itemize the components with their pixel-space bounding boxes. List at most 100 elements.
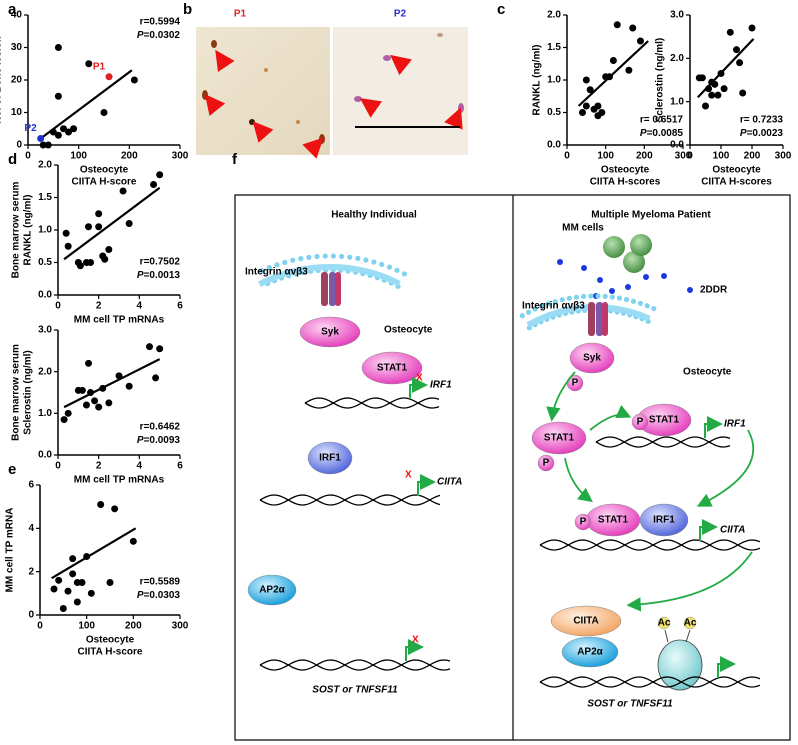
tss-arrow	[405, 639, 424, 661]
dna	[539, 676, 761, 688]
y-tick-label: 0.0	[670, 140, 684, 151]
x-tick-label: 100	[70, 151, 87, 162]
stat-p: P=0.0303	[137, 590, 181, 601]
point	[702, 102, 709, 110]
y-tick-label: 2	[28, 566, 34, 577]
point	[54, 92, 62, 100]
dna	[304, 397, 440, 409]
gene-label: CIITA	[720, 525, 745, 536]
point	[73, 579, 81, 586]
stat-r: r=0.5589	[140, 577, 181, 588]
lipid	[306, 254, 312, 260]
acetyl-label: Ac	[684, 618, 697, 629]
point-label: P1	[93, 61, 106, 72]
point	[111, 505, 119, 513]
point	[59, 125, 67, 133]
p-symbol: P	[137, 270, 144, 281]
stat1-label: STAT1	[544, 433, 575, 444]
dna	[259, 494, 441, 506]
x-tick-label: 300	[172, 621, 189, 632]
histone-tail	[664, 629, 669, 643]
point	[613, 21, 621, 29]
dna	[259, 659, 451, 671]
point	[736, 59, 744, 67]
point	[586, 86, 594, 94]
point	[101, 255, 109, 263]
y-tick-label: 1.0	[38, 408, 52, 419]
point	[95, 223, 103, 231]
point	[625, 66, 633, 74]
x-tick-label: 0	[55, 301, 61, 312]
point	[105, 73, 113, 81]
y-tick-label: 1.5	[547, 42, 561, 53]
y-tick-label: 6	[28, 480, 34, 491]
column-title: Healthy Individual	[331, 210, 417, 221]
dna	[539, 676, 761, 688]
integrin-label: Integrin αvβ3	[522, 301, 585, 312]
phospho	[537, 454, 555, 472]
y-tick-label: 1.0	[38, 225, 52, 236]
lipid	[566, 295, 572, 301]
stat-p: P=0.0013	[137, 270, 181, 281]
x-tick-label: 100	[597, 151, 614, 162]
point	[115, 372, 123, 380]
point	[705, 85, 713, 93]
micrograph-label: P1	[234, 9, 247, 20]
phospho-label: P	[580, 517, 587, 528]
stat-p: P=0.0023	[740, 128, 784, 139]
point	[91, 397, 99, 405]
lipid	[290, 257, 296, 263]
point	[60, 416, 68, 424]
x-axis-label: Osteocyte	[80, 165, 129, 176]
histone-tail	[685, 629, 691, 643]
p-value: =0.0085	[647, 128, 684, 139]
panel-label: d	[8, 151, 17, 168]
lipid	[347, 254, 353, 260]
lipid	[298, 256, 304, 262]
point	[69, 570, 77, 578]
point	[99, 384, 107, 392]
point	[55, 576, 63, 584]
phospho	[574, 513, 592, 531]
dna	[259, 494, 441, 506]
y-axis-label: Sclerostin (ng/ml)	[23, 350, 34, 434]
x-tick-label: 0	[25, 151, 31, 162]
x-axis-label: CIITA H-scores	[701, 177, 772, 188]
point	[39, 141, 47, 149]
point	[578, 109, 586, 116]
phospho-label: P	[637, 417, 644, 428]
gene-label: SOST or TNFSF11	[587, 699, 673, 710]
mm-cell	[603, 236, 625, 258]
panel-label: a	[8, 1, 17, 18]
lipid	[401, 271, 407, 277]
x-tick-label: 0	[37, 621, 43, 632]
pathway-arrow	[696, 429, 755, 507]
tss-arrow	[717, 656, 736, 678]
p-symbol: P	[137, 435, 144, 446]
p-symbol: P	[137, 590, 144, 601]
point	[636, 37, 644, 45]
y-axis-label: Sclerostin (ng/ml)	[655, 38, 666, 122]
point	[720, 85, 728, 93]
x-tick-label: 4	[137, 461, 143, 472]
point	[85, 359, 92, 367]
stat1	[361, 351, 423, 385]
lipid	[588, 293, 594, 299]
ap2-label: AP2α	[577, 647, 603, 658]
point	[87, 259, 95, 266]
x-axis-label: CIITA H-score	[71, 177, 136, 188]
integrin	[329, 272, 336, 306]
point	[54, 44, 62, 51]
y-axis-label: MM cell TP mRNA	[5, 508, 16, 593]
p-symbol: P	[137, 30, 144, 41]
point	[119, 187, 127, 195]
phospho-label: P	[572, 378, 579, 389]
x-axis-label: Osteocyte	[86, 635, 135, 646]
p-value: =0.0302	[144, 30, 181, 41]
point	[59, 605, 67, 612]
y-axis-label: Bone marrow serum	[11, 344, 22, 441]
x-tick-label: 0	[55, 461, 61, 472]
point	[125, 382, 133, 390]
lipid	[266, 265, 272, 271]
x-tick-label: 100	[78, 621, 95, 632]
